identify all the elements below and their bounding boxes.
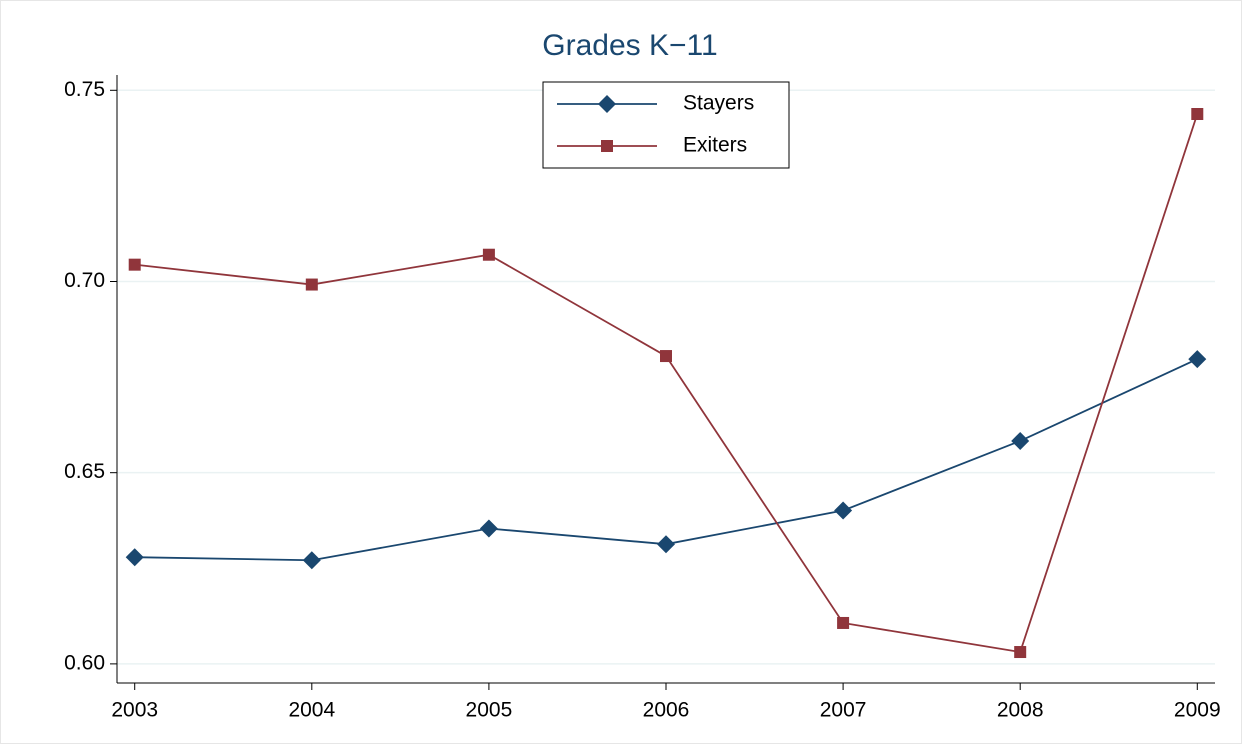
legend-label: Exiters xyxy=(683,134,747,157)
marker xyxy=(657,535,675,554)
marker xyxy=(1191,108,1204,121)
y-tick-label: 0.70 xyxy=(64,269,105,292)
legend-label: Stayers xyxy=(683,92,754,115)
marker xyxy=(1011,431,1030,450)
marker xyxy=(1188,350,1207,369)
marker xyxy=(601,140,613,152)
y-tick-label: 0.75 xyxy=(64,78,105,101)
legend-box xyxy=(542,81,790,169)
x-tick-label: 2005 xyxy=(466,699,513,722)
x-tick-label: 2003 xyxy=(111,699,158,722)
y-tick-label: 0.65 xyxy=(64,460,105,483)
y-tick-label: 0.60 xyxy=(64,651,105,674)
x-tick-label: 2004 xyxy=(288,699,335,722)
x-tick-label: 2007 xyxy=(820,699,867,722)
x-tick-label: 2009 xyxy=(1174,699,1221,722)
marker xyxy=(128,258,141,271)
marker xyxy=(834,501,853,520)
marker xyxy=(598,95,616,113)
marker xyxy=(479,519,498,538)
x-tick-label: 2006 xyxy=(643,699,690,722)
marker xyxy=(482,248,495,261)
marker xyxy=(125,548,144,567)
marker xyxy=(837,616,850,629)
marker xyxy=(1014,646,1027,659)
marker xyxy=(660,350,672,363)
x-tick-label: 2008 xyxy=(997,699,1044,722)
marker xyxy=(305,278,318,291)
marker xyxy=(302,551,321,570)
chart-title: Grades K−11 xyxy=(542,29,717,62)
